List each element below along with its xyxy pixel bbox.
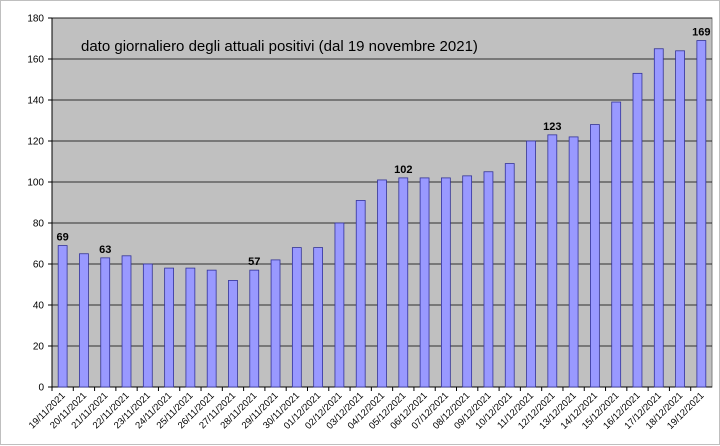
y-tick-label: 80: [33, 219, 45, 230]
data-labels: 69 63 57 102 123 169: [57, 27, 711, 269]
bar: [291, 247, 302, 388]
bar: [483, 171, 494, 388]
data-label: 69: [57, 232, 69, 244]
bar: [142, 263, 153, 388]
y-tick-label: 100: [27, 178, 44, 189]
x-axis-ticks: 19/11/202120/11/202121/11/202122/11/2021…: [27, 387, 706, 432]
bar: [568, 136, 579, 388]
bar: [377, 179, 387, 388]
data-label: 169: [692, 27, 710, 39]
y-tick-label: 140: [27, 96, 44, 107]
y-tick-label: 0: [38, 383, 44, 394]
bar: [79, 253, 89, 388]
bars: [57, 40, 707, 388]
y-tick-label: 40: [33, 301, 45, 312]
data-label: 123: [543, 121, 561, 133]
chart-title: dato giornaliero degli attuali positivi …: [81, 38, 478, 55]
bar: [334, 222, 345, 388]
y-tick-label: 160: [27, 55, 44, 66]
bar: [675, 50, 685, 388]
bar: [696, 40, 707, 388]
bar: [313, 247, 323, 388]
bar: [590, 124, 600, 388]
bar: [185, 267, 196, 388]
y-axis-ticks: 0 20 40 60 80 100 120 140 160 180: [27, 14, 712, 394]
y-tick-label: 20: [33, 342, 45, 353]
bar: [355, 200, 366, 388]
bar: [419, 177, 430, 388]
bar: [164, 267, 174, 388]
bar: [547, 134, 558, 388]
data-label: 102: [394, 164, 412, 176]
y-tick-label: 60: [33, 260, 45, 271]
bar: [100, 257, 111, 388]
y-tick-label: 180: [27, 14, 44, 25]
bar: [228, 279, 238, 388]
bar: [440, 177, 451, 388]
bar: [653, 48, 664, 388]
bar: [249, 269, 260, 388]
data-label: 57: [248, 256, 260, 268]
bar: [504, 163, 515, 388]
data-label: 63: [99, 244, 111, 256]
bar: [206, 269, 217, 388]
bar: [632, 72, 643, 388]
bar: [57, 245, 68, 388]
y-tick-label: 120: [27, 137, 44, 148]
bar: [462, 175, 473, 388]
bar: [398, 177, 409, 388]
bar: [526, 140, 536, 388]
bar: [121, 255, 132, 388]
bar: [270, 259, 281, 388]
bar: [611, 101, 622, 388]
